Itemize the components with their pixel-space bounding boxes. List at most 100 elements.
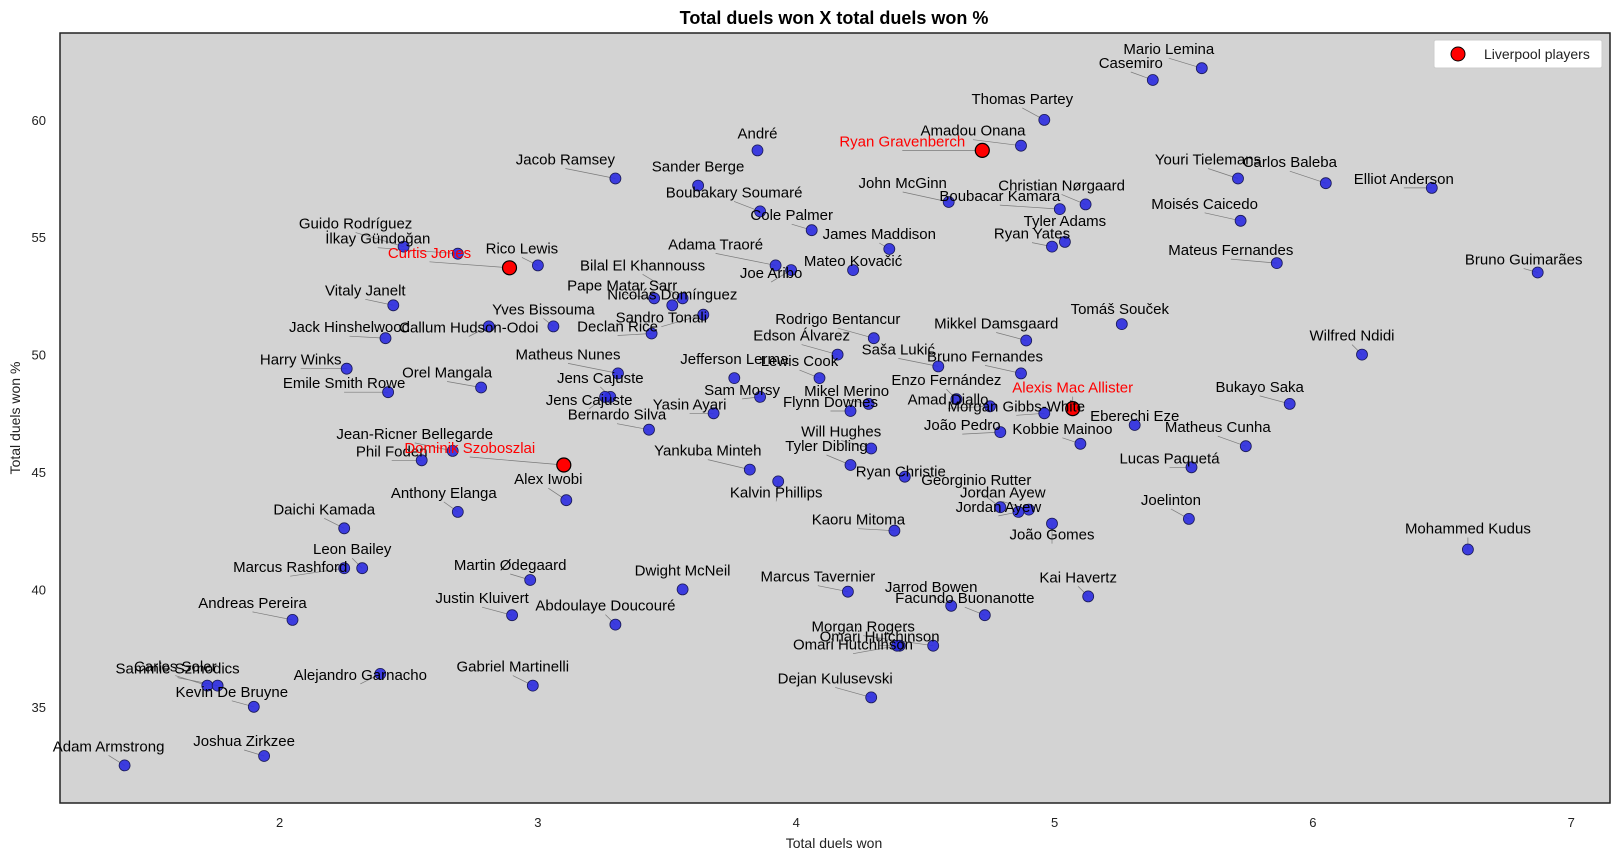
player-point [932, 360, 945, 373]
y-tick-label: 35 [32, 700, 46, 715]
y-tick-label: 50 [32, 348, 46, 363]
player-point [247, 700, 260, 713]
player-label: Andreas Pereira [198, 595, 307, 612]
plot-area [59, 32, 1611, 804]
player-label: Bukayo Saka [1216, 379, 1305, 396]
player-point [1020, 334, 1033, 347]
player-label: Jack Hinshelwood [289, 319, 410, 336]
player-point [1195, 62, 1208, 75]
player-label: Harry Winks [260, 352, 342, 369]
player-label: Elliot Anderson [1354, 171, 1454, 188]
label-connector [642, 273, 683, 299]
player-label: Bilal El Khannouss [580, 257, 705, 274]
player-point [754, 205, 766, 218]
player-point [1239, 440, 1252, 453]
player-point [340, 362, 353, 375]
player-label: Edson Álvarez [753, 328, 850, 345]
player-point [286, 614, 299, 626]
player-point [676, 292, 689, 305]
player-label: Callum Hudson-Odoi [399, 319, 538, 336]
player-point [1046, 240, 1058, 253]
liverpool-player-point [556, 457, 572, 473]
player-label: Kalvin Phillips [730, 484, 823, 501]
player-point [676, 583, 689, 596]
x-axis-label: Total duels won [786, 835, 883, 851]
player-point [645, 327, 658, 340]
player-label: Lewis Cook [761, 353, 839, 370]
player-label: Justin Kluivert [435, 590, 529, 607]
player-label: Morgan Rogers [812, 619, 915, 636]
player-label: Boubakary Soumaré [666, 184, 803, 201]
label-connector [837, 327, 874, 339]
player-label: Carlos Baleba [1243, 154, 1338, 171]
label-connector [984, 365, 1022, 374]
y-tick-label: 55 [32, 230, 46, 245]
label-connector [355, 232, 404, 247]
player-point [844, 459, 857, 471]
player-label: Omari Hutchinson [793, 637, 913, 654]
player-label: Vitaly Janelt [325, 282, 406, 299]
player-label: Tyler Dibling [785, 438, 868, 455]
player-label: Sammie Szmodics [115, 661, 239, 678]
player-label: Amadou Onana [920, 123, 1026, 140]
player-point [258, 750, 271, 762]
y-tick-label: 60 [32, 113, 46, 128]
player-label: Jean-Ricner Bellegarde [336, 426, 493, 443]
player-point [374, 668, 387, 680]
player-point [609, 618, 622, 631]
player-label: João Pedro [924, 417, 1001, 434]
player-label: Flynn Downes [783, 394, 878, 411]
player-point [612, 367, 624, 380]
player-label: Yasin Ayari [653, 396, 727, 413]
liverpool-player-label: Curtis Jones [388, 245, 471, 262]
legend-label: Liverpool players [1484, 46, 1590, 62]
label-connector [715, 253, 776, 266]
player-label: Adam Armstrong [53, 738, 165, 755]
legend-marker [1450, 46, 1466, 62]
player-point [666, 299, 679, 312]
player-point [942, 196, 955, 208]
liverpool-player-label: Alexis Mac Allister [1012, 380, 1133, 397]
player-point [1183, 513, 1195, 525]
player-label: İlkay Gündoğan [325, 230, 430, 248]
player-label: Dwight McNeil [635, 562, 731, 579]
player-point [743, 463, 756, 476]
player-point [994, 426, 1007, 439]
player-point [865, 442, 878, 455]
player-point [769, 259, 782, 272]
player-point [1146, 74, 1159, 86]
label-connector [902, 191, 949, 203]
player-label: Marcus Rashford [233, 559, 347, 576]
player-label: Jacob Ramsey [516, 152, 616, 169]
x-tick-label: 7 [1568, 815, 1575, 830]
player-point [338, 522, 351, 535]
player-point [950, 393, 963, 406]
player-label: Mikel Merino [804, 383, 889, 400]
player-label: Saša Lukić [862, 341, 936, 358]
player-point [415, 454, 428, 467]
player-label: Kai Havertz [1039, 569, 1117, 586]
label-connector [947, 405, 991, 409]
player-label: Matheus Cunha [1165, 419, 1272, 436]
player-point [1232, 172, 1244, 185]
label-connector [567, 363, 619, 374]
player-point [506, 609, 518, 622]
player-label: Kevin De Bruyne [176, 684, 289, 701]
player-label: Wilfred Ndidi [1309, 328, 1394, 345]
player-point [898, 470, 911, 483]
player-label: Bruno Guimarães [1465, 252, 1583, 269]
player-label: Marcus Tavernier [761, 569, 876, 586]
player-label: Eberechi Eze [1090, 408, 1179, 425]
player-label: Enzo Fernández [891, 372, 1001, 389]
player-label: Mario Lemina [1123, 41, 1215, 58]
player-label: Bernardo Silva [568, 407, 667, 424]
label-connector [429, 261, 510, 269]
player-point [387, 299, 400, 312]
player-label: André [737, 125, 777, 142]
label-connector [858, 528, 895, 532]
x-tick-label: 5 [1051, 815, 1058, 830]
player-label: Ryan Yates [994, 226, 1070, 243]
player-label: Martin Ødegaard [454, 557, 567, 574]
player-label: Yves Bissouma [492, 301, 595, 318]
